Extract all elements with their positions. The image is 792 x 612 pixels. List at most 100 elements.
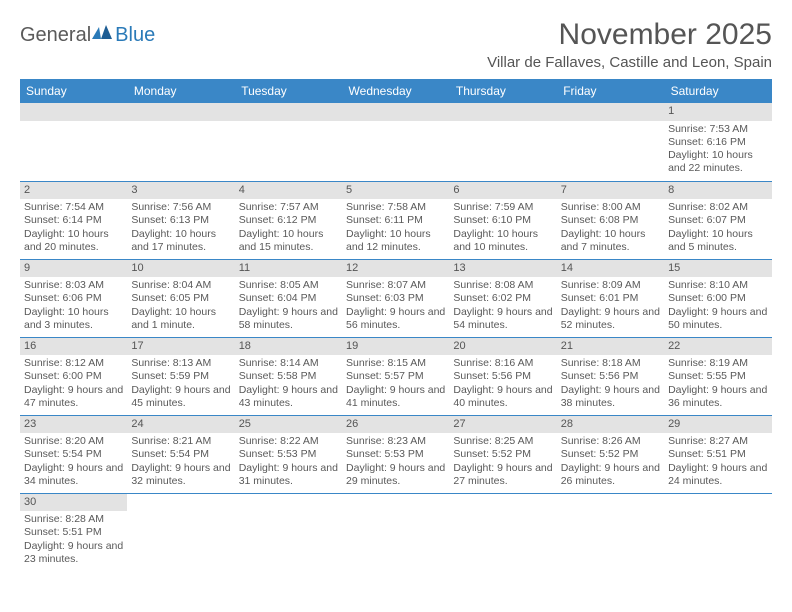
sunset-text: Sunset: 5:59 PM xyxy=(131,370,230,383)
logo-text-general: General xyxy=(20,24,91,47)
calendar-cell: 24Sunrise: 8:21 AMSunset: 5:54 PMDayligh… xyxy=(127,415,234,493)
day-number: 26 xyxy=(342,416,449,434)
sunset-text: Sunset: 5:53 PM xyxy=(239,448,338,461)
day-body xyxy=(127,121,234,127)
sunrise-text: Sunrise: 8:10 AM xyxy=(668,279,767,292)
day-body: Sunrise: 8:13 AMSunset: 5:59 PMDaylight:… xyxy=(127,355,234,414)
day-number xyxy=(127,103,234,121)
day-body: Sunrise: 7:54 AMSunset: 6:14 PMDaylight:… xyxy=(20,199,127,258)
day-number: 15 xyxy=(664,260,771,278)
calendar-cell: 13Sunrise: 8:08 AMSunset: 6:02 PMDayligh… xyxy=(449,259,556,337)
daylight-text: Daylight: 9 hours and 52 minutes. xyxy=(561,306,660,332)
calendar-row: 9Sunrise: 8:03 AMSunset: 6:06 PMDaylight… xyxy=(20,259,772,337)
day-body: Sunrise: 8:12 AMSunset: 6:00 PMDaylight:… xyxy=(20,355,127,414)
calendar-cell: 16Sunrise: 8:12 AMSunset: 6:00 PMDayligh… xyxy=(20,337,127,415)
logo: General Blue xyxy=(20,24,155,47)
day-number xyxy=(664,494,771,512)
calendar-cell xyxy=(127,493,234,571)
flag-icon xyxy=(92,24,114,47)
sunset-text: Sunset: 5:53 PM xyxy=(346,448,445,461)
daylight-text: Daylight: 9 hours and 32 minutes. xyxy=(131,462,230,488)
sunrise-text: Sunrise: 8:09 AM xyxy=(561,279,660,292)
calendar-cell: 2Sunrise: 7:54 AMSunset: 6:14 PMDaylight… xyxy=(20,181,127,259)
day-body xyxy=(235,511,342,517)
calendar-cell: 17Sunrise: 8:13 AMSunset: 5:59 PMDayligh… xyxy=(127,337,234,415)
sunset-text: Sunset: 6:01 PM xyxy=(561,292,660,305)
day-number: 9 xyxy=(20,260,127,278)
logo-text-blue: Blue xyxy=(115,24,155,47)
day-number: 27 xyxy=(449,416,556,434)
calendar-cell xyxy=(235,493,342,571)
day-number xyxy=(449,103,556,121)
daylight-text: Daylight: 10 hours and 22 minutes. xyxy=(668,149,767,175)
daylight-text: Daylight: 9 hours and 41 minutes. xyxy=(346,384,445,410)
calendar-cell xyxy=(127,103,234,181)
day-number xyxy=(342,103,449,121)
day-header: Sunday xyxy=(20,79,127,103)
sunrise-text: Sunrise: 8:26 AM xyxy=(561,435,660,448)
day-number xyxy=(449,494,556,512)
day-body: Sunrise: 8:16 AMSunset: 5:56 PMDaylight:… xyxy=(449,355,556,414)
day-number: 4 xyxy=(235,182,342,200)
day-number: 11 xyxy=(235,260,342,278)
sunset-text: Sunset: 5:51 PM xyxy=(24,526,123,539)
sunset-text: Sunset: 6:13 PM xyxy=(131,214,230,227)
daylight-text: Daylight: 9 hours and 23 minutes. xyxy=(24,540,123,566)
day-header: Saturday xyxy=(664,79,771,103)
day-number: 25 xyxy=(235,416,342,434)
calendar-cell: 5Sunrise: 7:58 AMSunset: 6:11 PMDaylight… xyxy=(342,181,449,259)
day-number xyxy=(235,103,342,121)
sunset-text: Sunset: 5:52 PM xyxy=(561,448,660,461)
sunrise-text: Sunrise: 8:19 AM xyxy=(668,357,767,370)
sunrise-text: Sunrise: 8:21 AM xyxy=(131,435,230,448)
day-body: Sunrise: 8:22 AMSunset: 5:53 PMDaylight:… xyxy=(235,433,342,492)
calendar-cell: 7Sunrise: 8:00 AMSunset: 6:08 PMDaylight… xyxy=(557,181,664,259)
day-body: Sunrise: 8:09 AMSunset: 6:01 PMDaylight:… xyxy=(557,277,664,336)
sunrise-text: Sunrise: 8:14 AM xyxy=(239,357,338,370)
day-number: 16 xyxy=(20,338,127,356)
calendar-cell: 8Sunrise: 8:02 AMSunset: 6:07 PMDaylight… xyxy=(664,181,771,259)
calendar-cell: 27Sunrise: 8:25 AMSunset: 5:52 PMDayligh… xyxy=(449,415,556,493)
calendar-cell: 21Sunrise: 8:18 AMSunset: 5:56 PMDayligh… xyxy=(557,337,664,415)
day-number: 29 xyxy=(664,416,771,434)
day-body: Sunrise: 8:19 AMSunset: 5:55 PMDaylight:… xyxy=(664,355,771,414)
sunrise-text: Sunrise: 8:05 AM xyxy=(239,279,338,292)
sunset-text: Sunset: 6:11 PM xyxy=(346,214,445,227)
calendar-cell xyxy=(557,493,664,571)
title-block: November 2025 Villar de Fallaves, Castil… xyxy=(487,18,772,71)
sunrise-text: Sunrise: 7:54 AM xyxy=(24,201,123,214)
day-body xyxy=(20,121,127,127)
day-body: Sunrise: 8:21 AMSunset: 5:54 PMDaylight:… xyxy=(127,433,234,492)
day-body xyxy=(342,121,449,127)
day-header: Thursday xyxy=(449,79,556,103)
daylight-text: Daylight: 9 hours and 56 minutes. xyxy=(346,306,445,332)
calendar-table: Sunday Monday Tuesday Wednesday Thursday… xyxy=(20,79,772,571)
calendar-cell: 20Sunrise: 8:16 AMSunset: 5:56 PMDayligh… xyxy=(449,337,556,415)
sunrise-text: Sunrise: 8:20 AM xyxy=(24,435,123,448)
sunset-text: Sunset: 5:56 PM xyxy=(453,370,552,383)
sunset-text: Sunset: 6:12 PM xyxy=(239,214,338,227)
day-number: 21 xyxy=(557,338,664,356)
calendar-cell xyxy=(449,103,556,181)
calendar-cell: 30Sunrise: 8:28 AMSunset: 5:51 PMDayligh… xyxy=(20,493,127,571)
sunset-text: Sunset: 5:54 PM xyxy=(24,448,123,461)
sunrise-text: Sunrise: 8:02 AM xyxy=(668,201,767,214)
day-body: Sunrise: 8:15 AMSunset: 5:57 PMDaylight:… xyxy=(342,355,449,414)
sunset-text: Sunset: 6:00 PM xyxy=(24,370,123,383)
day-header: Friday xyxy=(557,79,664,103)
day-body: Sunrise: 8:07 AMSunset: 6:03 PMDaylight:… xyxy=(342,277,449,336)
sunrise-text: Sunrise: 8:13 AM xyxy=(131,357,230,370)
day-body: Sunrise: 8:18 AMSunset: 5:56 PMDaylight:… xyxy=(557,355,664,414)
sunset-text: Sunset: 5:58 PM xyxy=(239,370,338,383)
day-body: Sunrise: 8:23 AMSunset: 5:53 PMDaylight:… xyxy=(342,433,449,492)
sunrise-text: Sunrise: 8:03 AM xyxy=(24,279,123,292)
daylight-text: Daylight: 9 hours and 45 minutes. xyxy=(131,384,230,410)
day-number: 23 xyxy=(20,416,127,434)
daylight-text: Daylight: 9 hours and 26 minutes. xyxy=(561,462,660,488)
day-number: 14 xyxy=(557,260,664,278)
day-number xyxy=(557,494,664,512)
day-body: Sunrise: 8:08 AMSunset: 6:02 PMDaylight:… xyxy=(449,277,556,336)
sunset-text: Sunset: 5:51 PM xyxy=(668,448,767,461)
day-number: 1 xyxy=(664,103,771,121)
daylight-text: Daylight: 10 hours and 15 minutes. xyxy=(239,228,338,254)
